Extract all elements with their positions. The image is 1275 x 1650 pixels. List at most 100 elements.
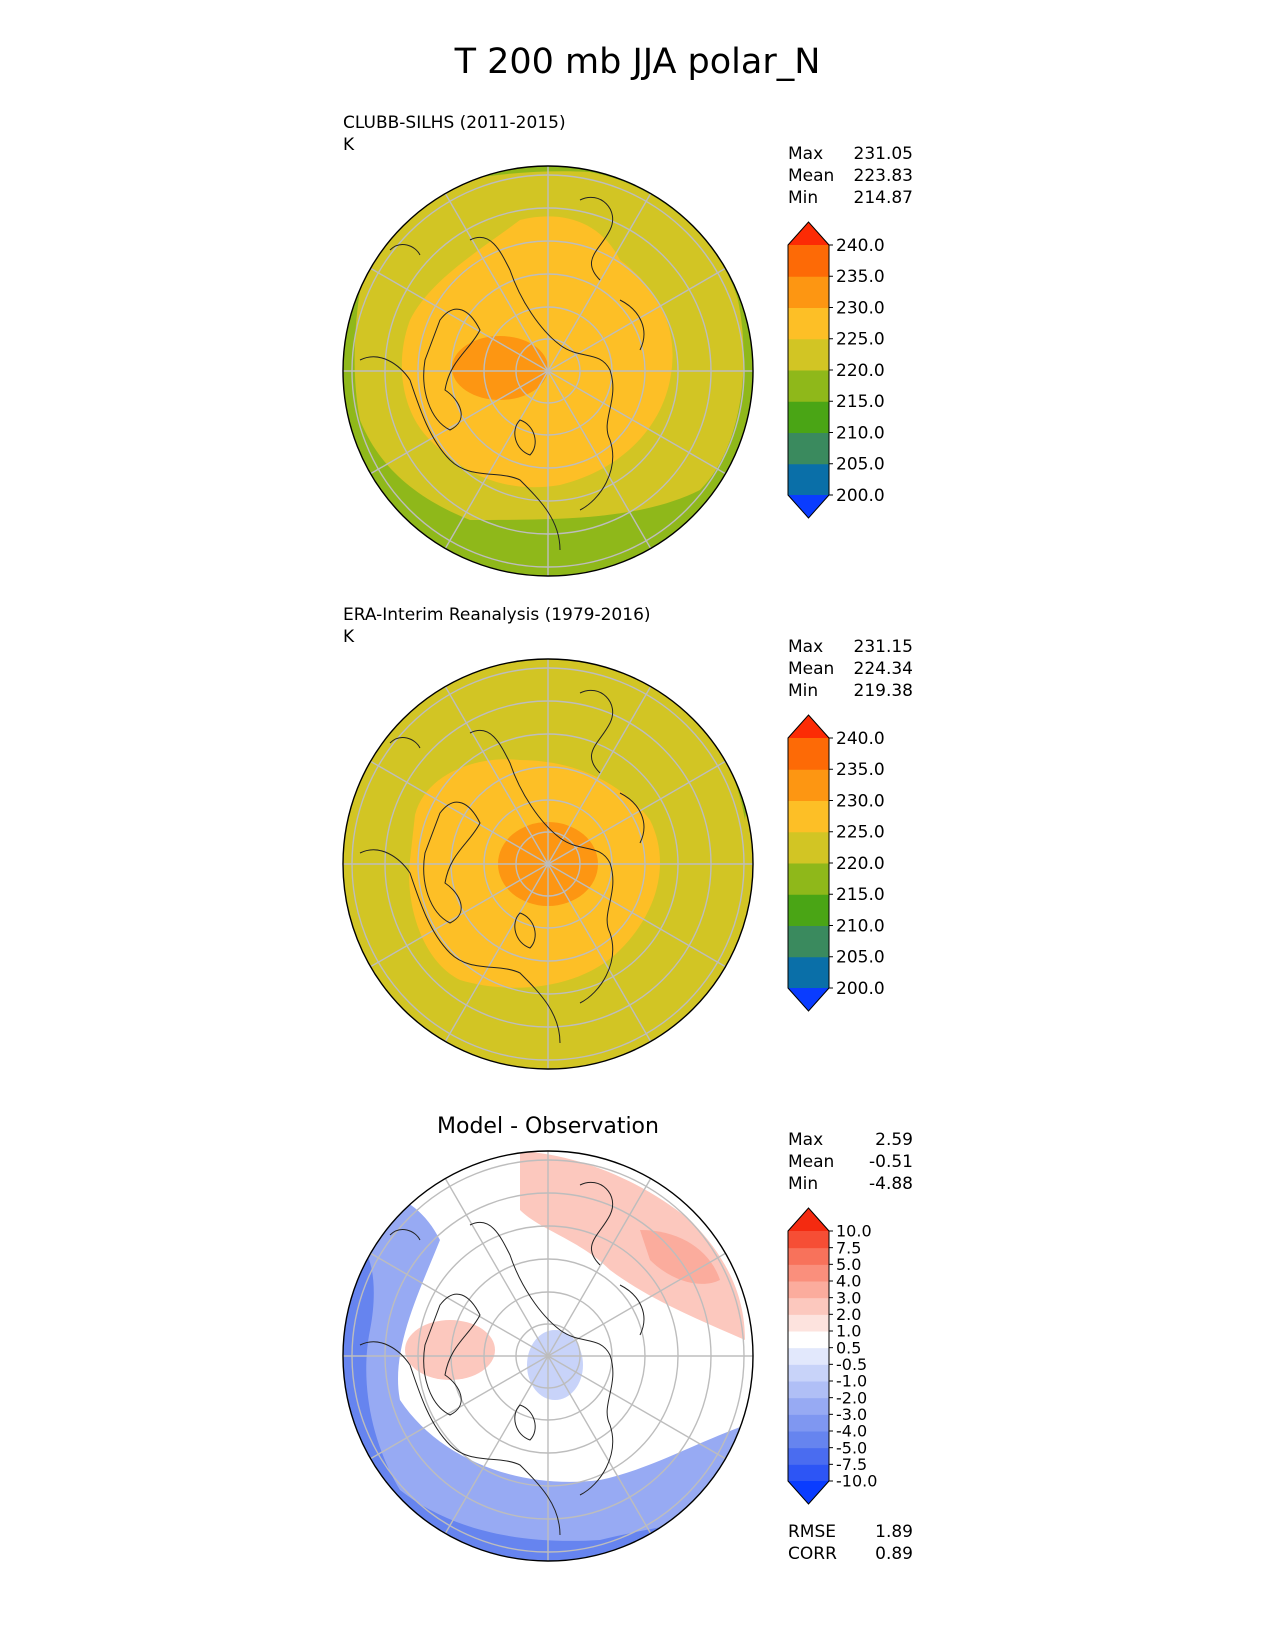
- panel3-mean: Mean -0.51: [788, 1152, 913, 1172]
- colorbar-swatch: [788, 245, 829, 277]
- panel3-field-neg-pole: [527, 1330, 583, 1400]
- panel3-map: [342, 1150, 754, 1562]
- panel1-colorbar: 200.0 205.0 210.0 215.0 220.0 225.0 230.0 235.0…: [787, 221, 885, 519]
- colorbar-swatch: [788, 1397, 829, 1415]
- colorbar-swatch: [788, 1364, 829, 1382]
- panel3-field-neg-outer: [343, 1192, 753, 1561]
- colorbar-tick-label: 205.0: [836, 948, 885, 968]
- panel1-min: Min 214.87: [788, 188, 913, 208]
- panel1-max: Max 231.05: [788, 144, 913, 164]
- colorbar-tick-label: 220.0: [836, 854, 885, 874]
- colorbar-tick-label: 4.0: [836, 1272, 861, 1291]
- colorbar-tick-label: 210.0: [836, 916, 885, 936]
- panel1-map-border: [342, 165, 754, 577]
- colorbar-tick-label: 235.0: [836, 760, 885, 780]
- panel3-field-pos-strong: [640, 1230, 720, 1284]
- colorbar-tick-label: 225.0: [836, 330, 885, 350]
- colorbar-tick-label: -4.0: [836, 1422, 867, 1441]
- colorbar-swatch: [788, 401, 829, 433]
- panel1-mean: Mean 223.83: [788, 166, 913, 186]
- figure-title: T 200 mb JJA polar_N: [454, 42, 821, 82]
- panel2-units: K: [343, 627, 355, 647]
- panel2-min: Min 219.38: [788, 681, 913, 701]
- colorbar-tick-label: 240.0: [836, 729, 885, 749]
- colorbar-swatch: [788, 432, 829, 465]
- colorbar-tick-label: 3.0: [836, 1288, 861, 1307]
- colorbar-swatch: [788, 894, 829, 926]
- colorbar-swatch: [788, 1331, 829, 1349]
- colorbar-tick-label: 1.0: [836, 1322, 861, 1341]
- colorbar-tick-label: 235.0: [836, 267, 885, 287]
- panel1-field-230: [452, 336, 548, 400]
- colorbar-swatch: [788, 276, 829, 308]
- panel3-coastlines: [359, 1181, 645, 1536]
- colorbar-tick-label: 225.0: [836, 823, 885, 843]
- colorbar-swatch: [788, 769, 829, 801]
- panel3-min: Min -4.88: [788, 1174, 913, 1194]
- colorbar-extend-max: [788, 715, 829, 738]
- colorbar-tick-label: 0.5: [836, 1338, 861, 1357]
- panel3-colorbar: -10.0-7.5-5.0-4.0-3.0-2.0-1.0-0.50.51.02…: [787, 1207, 877, 1505]
- colorbar-swatch: [788, 463, 829, 496]
- panel1-graticule: [343, 166, 753, 576]
- colorbar-swatch: [788, 1431, 829, 1449]
- colorbar-swatch: [788, 956, 829, 989]
- panel1-title: CLUBB-SILHS (2011-2015): [343, 113, 566, 133]
- colorbar-swatch: [788, 1347, 829, 1365]
- colorbar-extend-max: [788, 222, 829, 245]
- colorbar-tick-label: 2.0: [836, 1305, 861, 1324]
- colorbar-swatch: [788, 1264, 829, 1282]
- colorbar-swatch: [788, 1414, 829, 1432]
- panel3-max: Max 2.59: [788, 1130, 913, 1150]
- panel1-units: K: [343, 135, 355, 155]
- colorbar-extend-min: [788, 495, 829, 518]
- colorbar-tick-label: -2.0: [836, 1388, 867, 1407]
- colorbar-swatch: [788, 1314, 829, 1332]
- colorbar-tick-label: -3.0: [836, 1405, 867, 1424]
- colorbar-swatch: [788, 1447, 829, 1465]
- colorbar-tick-label: 200.0: [836, 979, 885, 999]
- colorbar-tick-label: 220.0: [836, 361, 885, 381]
- colorbar-swatch: [788, 1297, 829, 1315]
- colorbar-tick-label: 240.0: [836, 236, 885, 256]
- colorbar-swatch: [788, 307, 829, 340]
- colorbar-swatch: [788, 800, 829, 833]
- colorbar-tick-label: -0.5: [836, 1355, 867, 1374]
- panel3-rmse: RMSE 1.89: [788, 1522, 913, 1542]
- panel1-coastlines: [359, 196, 645, 551]
- colorbar-tick-label: 200.0: [836, 486, 885, 506]
- panel2-colorbar: 200.0 205.0 210.0 215.0 220.0 225.0 230.0 235.0…: [787, 714, 885, 1012]
- colorbar-tick-label: 230.0: [836, 791, 885, 811]
- colorbar-extend-min: [788, 1481, 829, 1504]
- colorbar-swatch: [788, 1281, 829, 1299]
- colorbar-swatch: [788, 863, 829, 895]
- panel2-title: ERA-Interim Reanalysis (1979-2016): [343, 605, 651, 625]
- colorbar-tick-label: -10.0: [836, 1472, 877, 1491]
- colorbar-swatch: [788, 1381, 829, 1399]
- colorbar-tick-label: 230.0: [836, 298, 885, 318]
- colorbar-swatch: [788, 925, 829, 958]
- colorbar-swatch: [788, 1231, 829, 1249]
- panel3-title: Model - Observation: [437, 1114, 659, 1139]
- colorbar-swatch: [788, 738, 829, 770]
- panel2-map: [342, 658, 754, 1070]
- colorbar-swatch: [788, 370, 829, 402]
- colorbar-extend-max: [788, 1208, 829, 1231]
- colorbar-extend-min: [788, 988, 829, 1011]
- colorbar-tick-label: 210.0: [836, 423, 885, 443]
- panel1-map: [342, 165, 754, 577]
- panel2-max: Max 231.15: [788, 637, 913, 657]
- colorbar-tick-label: 7.5: [836, 1238, 861, 1257]
- panel3-field-pos: [520, 1151, 745, 1340]
- colorbar-tick-label: -7.5: [836, 1455, 867, 1474]
- colorbar-tick-label: 215.0: [836, 885, 885, 905]
- panel2-coastlines: [359, 689, 645, 1044]
- colorbar-swatch: [788, 831, 829, 864]
- panel2-mean: Mean 224.34: [788, 659, 913, 679]
- colorbar-tick-label: -5.0: [836, 1438, 867, 1457]
- colorbar-tick-label: 10.0: [836, 1222, 872, 1241]
- panel3-map-border: [342, 1150, 754, 1562]
- colorbar-tick-label: -1.0: [836, 1372, 867, 1391]
- colorbar-swatch: [788, 1247, 829, 1265]
